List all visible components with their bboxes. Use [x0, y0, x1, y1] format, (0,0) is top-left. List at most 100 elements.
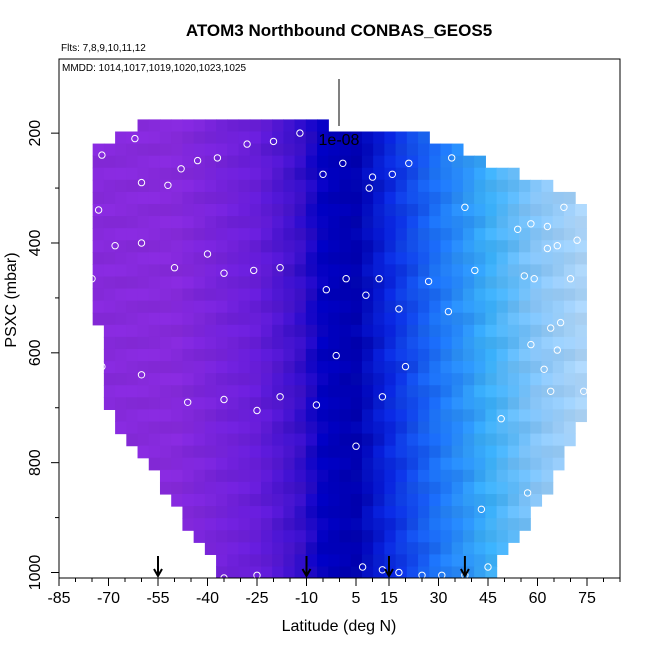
heatmap-cell	[260, 361, 273, 374]
heatmap-cell	[182, 312, 195, 326]
heatmap-cell	[339, 469, 352, 483]
heatmap-cell	[171, 348, 184, 362]
heatmap-cell	[507, 179, 520, 193]
heatmap-cell	[283, 240, 296, 253]
heatmap-cell	[384, 336, 397, 350]
heatmap-cell	[294, 554, 307, 568]
heatmap-cell	[204, 433, 217, 447]
heatmap-cell	[305, 143, 318, 157]
heatmap-cell	[462, 445, 475, 459]
heatmap-cell	[260, 216, 273, 229]
heatmap-cell	[462, 373, 475, 386]
heatmap-cell	[552, 324, 565, 338]
heatmap-cell	[216, 481, 228, 495]
heatmap-cell	[294, 155, 307, 169]
heatmap-cell	[406, 506, 419, 519]
heatmap-cell	[227, 493, 240, 507]
heatmap-cell	[193, 288, 206, 302]
heatmap-cell	[406, 216, 419, 229]
sample-point	[523, 489, 532, 497]
heatmap-cell	[272, 240, 284, 253]
heatmap-cell	[384, 518, 397, 531]
heatmap-cell	[361, 542, 374, 555]
heatmap-cell	[204, 288, 217, 302]
heatmap-cell	[339, 228, 352, 241]
heatmap-cell	[216, 131, 228, 145]
heatmap-cell	[182, 203, 195, 217]
heatmap-cell	[305, 445, 318, 459]
heatmap-cell	[496, 216, 509, 229]
heatmap-cell	[395, 324, 408, 338]
heatmap-cell	[193, 324, 206, 338]
heatmap-cell	[462, 216, 475, 229]
heatmap-cell	[227, 143, 240, 157]
heatmap-cell	[193, 300, 206, 314]
heatmap-cell	[462, 506, 475, 519]
heatmap-cell	[429, 530, 442, 543]
heatmap-cell	[575, 324, 587, 338]
heatmap-cell	[440, 191, 453, 205]
heatmap-cell	[92, 240, 105, 253]
heatmap-cell	[485, 203, 498, 217]
heatmap-cell	[328, 240, 341, 253]
heatmap-cell	[373, 518, 385, 531]
heatmap-cell	[305, 119, 318, 133]
x-tick-label: -10	[295, 590, 318, 607]
heatmap-cell	[294, 228, 307, 241]
heatmap-cell	[238, 228, 251, 241]
heatmap-cell	[115, 228, 127, 241]
heatmap-cell	[373, 348, 385, 362]
heatmap-cell	[451, 469, 464, 483]
heatmap-cell	[507, 240, 520, 253]
heatmap-cell	[519, 445, 531, 459]
heatmap-cell	[530, 336, 543, 350]
heatmap-cell	[406, 167, 419, 181]
heatmap-cell	[171, 469, 184, 483]
heatmap-cell	[496, 252, 509, 265]
heatmap-cell	[496, 276, 509, 290]
x-tick-label: -85	[47, 590, 70, 607]
heatmap-cell	[260, 312, 273, 326]
heatmap-cell	[474, 264, 486, 278]
heatmap-cell	[373, 203, 385, 217]
heatmap-cell	[159, 191, 172, 205]
heatmap-cell	[361, 409, 374, 423]
heatmap-cell	[148, 348, 161, 362]
heatmap-cell	[103, 276, 116, 290]
heatmap-cell	[429, 457, 442, 471]
heatmap-cell	[216, 240, 228, 253]
heatmap-cell	[317, 143, 329, 157]
heatmap-cell	[485, 300, 498, 314]
heatmap-cell	[361, 421, 374, 435]
heatmap-cell	[406, 179, 419, 193]
heatmap-cell	[406, 397, 419, 410]
heatmap-cell	[103, 397, 116, 410]
heatmap-cell	[328, 191, 341, 205]
heatmap-cell	[92, 155, 105, 169]
heatmap-cell	[361, 264, 374, 278]
heatmap-cell	[115, 288, 127, 302]
heatmap-cell	[137, 228, 150, 241]
heatmap-cell	[182, 385, 195, 398]
heatmap-cell	[238, 493, 251, 507]
heatmap-cell	[182, 252, 195, 265]
heatmap-cell	[294, 373, 307, 386]
heatmap-cell	[227, 155, 240, 169]
heatmap-cell	[328, 506, 341, 519]
heatmap-cell	[137, 336, 150, 350]
heatmap-cell	[148, 457, 161, 471]
heatmap-cell	[552, 361, 565, 374]
heatmap-cell	[115, 397, 127, 410]
heatmap-cell	[575, 252, 587, 265]
heatmap-cell	[552, 457, 565, 471]
heatmap-cell	[474, 203, 486, 217]
heatmap-cell	[496, 288, 509, 302]
heatmap-cell	[485, 433, 498, 447]
x-tick-label: -25	[245, 590, 268, 607]
heatmap-cell	[406, 264, 419, 278]
heatmap-cell	[507, 409, 520, 423]
heatmap-cell	[462, 493, 475, 507]
heatmap-cell	[563, 361, 576, 374]
heatmap-cell	[384, 445, 397, 459]
heatmap-cell	[193, 493, 206, 507]
